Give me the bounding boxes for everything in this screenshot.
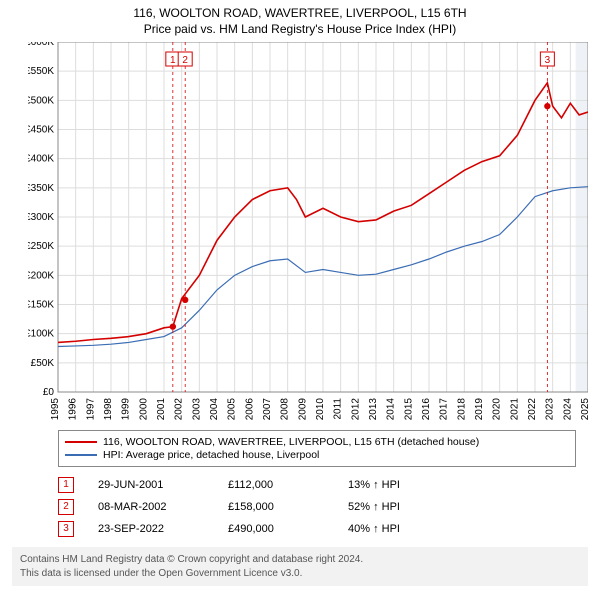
legend-label-hpi: HPI: Average price, detached house, Live… bbox=[103, 449, 319, 461]
svg-text:2: 2 bbox=[182, 55, 188, 66]
svg-text:2009: 2009 bbox=[297, 398, 308, 421]
svg-text:2025: 2025 bbox=[580, 398, 588, 421]
svg-text:1998: 1998 bbox=[103, 398, 114, 421]
svg-text:2003: 2003 bbox=[191, 398, 202, 421]
legend-label-property: 116, WOOLTON ROAD, WAVERTREE, LIVERPOOL,… bbox=[103, 436, 479, 448]
svg-text:2007: 2007 bbox=[262, 398, 273, 421]
svg-text:£250K: £250K bbox=[28, 241, 54, 252]
svg-text:£150K: £150K bbox=[28, 300, 54, 311]
svg-text:£450K: £450K bbox=[28, 125, 54, 136]
event-row: 3 23-SEP-2022 £490,000 40% ↑ HPI bbox=[58, 521, 576, 537]
event-date: 29-JUN-2001 bbox=[98, 479, 228, 491]
svg-text:2000: 2000 bbox=[138, 398, 149, 421]
footer-line1: Contains HM Land Registry data © Crown c… bbox=[20, 553, 580, 567]
svg-text:£200K: £200K bbox=[28, 270, 54, 281]
svg-text:2024: 2024 bbox=[562, 398, 573, 421]
event-badge: 2 bbox=[58, 499, 74, 515]
svg-text:£350K: £350K bbox=[28, 183, 54, 194]
svg-text:2006: 2006 bbox=[244, 398, 255, 421]
svg-text:2013: 2013 bbox=[368, 398, 379, 421]
svg-text:2021: 2021 bbox=[509, 398, 520, 421]
footer-line2: This data is licensed under the Open Gov… bbox=[20, 567, 580, 581]
title-line2: Price paid vs. HM Land Registry's House … bbox=[0, 22, 600, 36]
svg-text:3: 3 bbox=[545, 55, 551, 66]
svg-text:£0: £0 bbox=[43, 387, 55, 398]
event-price: £490,000 bbox=[228, 523, 348, 535]
events-table: 1 29-JUN-2001 £112,000 13% ↑ HPI 2 08-MA… bbox=[58, 477, 576, 537]
event-row: 1 29-JUN-2001 £112,000 13% ↑ HPI bbox=[58, 477, 576, 493]
event-row: 2 08-MAR-2002 £158,000 52% ↑ HPI bbox=[58, 499, 576, 515]
event-badge: 1 bbox=[58, 477, 74, 493]
chart-svg: £0 £50K £100K £150K £200K £250K £300K £350K £400… bbox=[28, 42, 588, 422]
svg-text:£100K: £100K bbox=[28, 329, 54, 340]
event-price: £112,000 bbox=[228, 479, 348, 491]
svg-text:2001: 2001 bbox=[156, 398, 167, 421]
svg-text:2008: 2008 bbox=[280, 398, 291, 421]
svg-text:2012: 2012 bbox=[350, 398, 361, 421]
titles: 116, WOOLTON ROAD, WAVERTREE, LIVERPOOL,… bbox=[0, 0, 600, 38]
svg-text:1996: 1996 bbox=[68, 398, 79, 421]
svg-text:£50K: £50K bbox=[31, 358, 55, 369]
event-date: 08-MAR-2002 bbox=[98, 501, 228, 513]
legend-swatch-property bbox=[65, 441, 97, 443]
svg-text:£300K: £300K bbox=[28, 212, 54, 223]
svg-text:£600K: £600K bbox=[28, 42, 54, 48]
event-price: £158,000 bbox=[228, 501, 348, 513]
event-badge: 3 bbox=[58, 521, 74, 537]
svg-text:2020: 2020 bbox=[492, 398, 503, 421]
svg-text:1995: 1995 bbox=[50, 398, 61, 421]
legend-swatch-hpi bbox=[65, 454, 97, 456]
event-pct: 13% ↑ HPI bbox=[348, 479, 400, 491]
svg-text:2018: 2018 bbox=[456, 398, 467, 421]
svg-text:£400K: £400K bbox=[28, 154, 54, 165]
svg-text:1: 1 bbox=[170, 55, 176, 66]
svg-text:2019: 2019 bbox=[474, 398, 485, 421]
svg-text:2017: 2017 bbox=[439, 398, 450, 421]
svg-text:2010: 2010 bbox=[315, 398, 326, 421]
svg-text:2023: 2023 bbox=[545, 398, 556, 421]
event-pct: 40% ↑ HPI bbox=[348, 523, 400, 535]
svg-text:1997: 1997 bbox=[85, 398, 96, 421]
svg-text:2022: 2022 bbox=[527, 398, 538, 421]
svg-text:£500K: £500K bbox=[28, 95, 54, 106]
event-pct: 52% ↑ HPI bbox=[348, 501, 400, 513]
svg-text:2011: 2011 bbox=[333, 398, 344, 420]
chart-container: 116, WOOLTON ROAD, WAVERTREE, LIVERPOOL,… bbox=[0, 0, 600, 586]
footer: Contains HM Land Registry data © Crown c… bbox=[12, 547, 588, 586]
legend-item-property: 116, WOOLTON ROAD, WAVERTREE, LIVERPOOL,… bbox=[65, 436, 569, 448]
svg-text:2002: 2002 bbox=[174, 398, 185, 421]
legend: 116, WOOLTON ROAD, WAVERTREE, LIVERPOOL,… bbox=[58, 430, 576, 467]
title-line1: 116, WOOLTON ROAD, WAVERTREE, LIVERPOOL,… bbox=[0, 6, 600, 20]
legend-item-hpi: HPI: Average price, detached house, Live… bbox=[65, 449, 569, 461]
svg-text:2005: 2005 bbox=[227, 398, 238, 421]
svg-text:£550K: £550K bbox=[28, 66, 54, 77]
event-date: 23-SEP-2022 bbox=[98, 523, 228, 535]
svg-text:2014: 2014 bbox=[386, 398, 397, 421]
svg-text:2015: 2015 bbox=[403, 398, 414, 421]
svg-text:1999: 1999 bbox=[121, 398, 132, 421]
svg-text:2004: 2004 bbox=[209, 398, 220, 421]
chart-area: £0 £50K £100K £150K £200K £250K £300K £350K £400… bbox=[28, 42, 588, 422]
svg-text:2016: 2016 bbox=[421, 398, 432, 421]
